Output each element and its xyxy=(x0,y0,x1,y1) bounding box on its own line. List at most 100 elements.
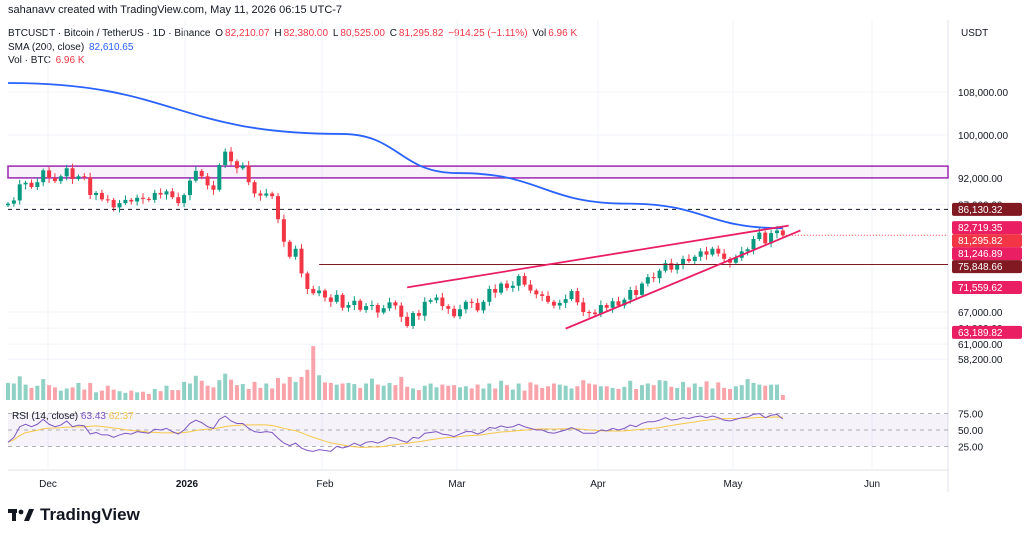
candle[interactable] xyxy=(135,194,140,206)
candle[interactable] xyxy=(176,192,181,207)
candle[interactable] xyxy=(223,148,228,168)
candle[interactable] xyxy=(651,272,656,283)
candle[interactable] xyxy=(358,298,363,312)
candle[interactable] xyxy=(35,177,40,190)
candle[interactable] xyxy=(246,161,251,186)
candle[interactable] xyxy=(534,288,539,299)
candle[interactable] xyxy=(47,167,52,184)
candle[interactable] xyxy=(88,172,93,200)
candle[interactable] xyxy=(270,191,275,200)
candle[interactable] xyxy=(217,163,222,192)
candle[interactable] xyxy=(569,289,574,302)
candle[interactable] xyxy=(387,297,392,312)
candle[interactable] xyxy=(416,309,421,320)
candle[interactable] xyxy=(745,247,750,256)
candle[interactable] xyxy=(393,300,398,310)
price-label-badge[interactable]: 75,848.66 xyxy=(952,260,1022,274)
candle[interactable] xyxy=(510,281,515,292)
candle[interactable] xyxy=(751,235,756,255)
candle[interactable] xyxy=(639,281,644,297)
sma-200-line[interactable] xyxy=(7,82,783,230)
candle[interactable] xyxy=(551,299,556,309)
candle[interactable] xyxy=(475,298,480,313)
candle[interactable] xyxy=(457,304,462,320)
price-label-badge[interactable]: 86,130.32 xyxy=(952,202,1022,216)
candle[interactable] xyxy=(182,193,187,208)
volume-legend[interactable]: Vol · BTC 6.96 K xyxy=(8,55,87,66)
candle[interactable] xyxy=(293,245,298,260)
candle[interactable] xyxy=(381,305,386,315)
price-label-badge[interactable]: 63,189.82 xyxy=(952,325,1022,339)
candle[interactable] xyxy=(287,239,292,259)
candle[interactable] xyxy=(463,299,468,314)
candle[interactable] xyxy=(657,268,662,284)
candle[interactable] xyxy=(487,285,492,306)
sma-legend[interactable]: SMA (200, close) 82,610.65 xyxy=(8,42,135,53)
candle[interactable] xyxy=(322,288,327,302)
candle[interactable] xyxy=(504,280,509,291)
candle[interactable] xyxy=(663,259,668,273)
candle[interactable] xyxy=(346,301,351,312)
candle[interactable] xyxy=(493,284,498,298)
symbol-name[interactable]: BTCUSDT · Bitcoin / TetherUS · 1D · Bina… xyxy=(8,28,211,39)
candle[interactable] xyxy=(193,166,198,183)
candle[interactable] xyxy=(604,303,609,312)
resistance-zone[interactable] xyxy=(7,165,949,179)
candle[interactable] xyxy=(352,296,357,311)
candle[interactable] xyxy=(234,159,239,174)
candle[interactable] xyxy=(117,199,122,213)
candle[interactable] xyxy=(645,273,650,287)
candle[interactable] xyxy=(164,189,169,200)
candle[interactable] xyxy=(11,197,16,207)
candle[interactable] xyxy=(141,193,146,204)
candle[interactable] xyxy=(311,285,316,296)
candle[interactable] xyxy=(769,229,774,248)
candle[interactable] xyxy=(205,173,210,190)
candle[interactable] xyxy=(528,280,533,294)
price-label-badge[interactable]: 81,295.82 xyxy=(952,234,1022,248)
candle[interactable] xyxy=(704,246,709,260)
tradingview-logo[interactable]: TradingView xyxy=(8,505,140,525)
candle[interactable] xyxy=(199,169,204,180)
candle[interactable] xyxy=(76,174,81,181)
candle[interactable] xyxy=(710,246,715,257)
wedge-lower-trendline[interactable] xyxy=(565,229,801,330)
candle[interactable] xyxy=(58,174,63,185)
candle[interactable] xyxy=(733,254,738,265)
candle[interactable] xyxy=(669,258,674,273)
candle[interactable] xyxy=(158,188,163,199)
candle[interactable] xyxy=(52,173,57,184)
candle[interactable] xyxy=(575,287,580,306)
candle[interactable] xyxy=(82,173,87,181)
candle[interactable] xyxy=(399,302,404,322)
candle[interactable] xyxy=(17,179,22,205)
candle[interactable] xyxy=(64,165,69,181)
candle[interactable] xyxy=(516,274,521,291)
rsi-legend[interactable]: RSI (14, close) 63.43 62.37 xyxy=(12,411,134,422)
candle[interactable] xyxy=(499,281,504,295)
price-label-badge[interactable]: 71,559.62 xyxy=(952,281,1022,295)
candle[interactable] xyxy=(152,189,157,203)
candle[interactable] xyxy=(170,188,175,200)
candle[interactable] xyxy=(94,191,99,201)
candle[interactable] xyxy=(252,180,257,198)
candle[interactable] xyxy=(698,248,703,261)
candle[interactable] xyxy=(610,298,615,313)
candle[interactable] xyxy=(340,292,345,311)
candle[interactable] xyxy=(405,312,410,328)
candle[interactable] xyxy=(146,196,151,202)
candle[interactable] xyxy=(276,192,281,224)
candle[interactable] xyxy=(364,302,369,313)
candle[interactable] xyxy=(411,311,416,329)
candle[interactable] xyxy=(692,254,697,264)
candle[interactable] xyxy=(123,195,128,205)
candle[interactable] xyxy=(187,177,192,201)
candle[interactable] xyxy=(264,188,269,198)
candle[interactable] xyxy=(522,272,527,287)
candle[interactable] xyxy=(211,180,216,195)
candle[interactable] xyxy=(369,300,374,311)
candle[interactable] xyxy=(686,254,691,263)
candle[interactable] xyxy=(587,310,592,318)
candle[interactable] xyxy=(434,294,439,304)
candle[interactable] xyxy=(446,304,451,314)
